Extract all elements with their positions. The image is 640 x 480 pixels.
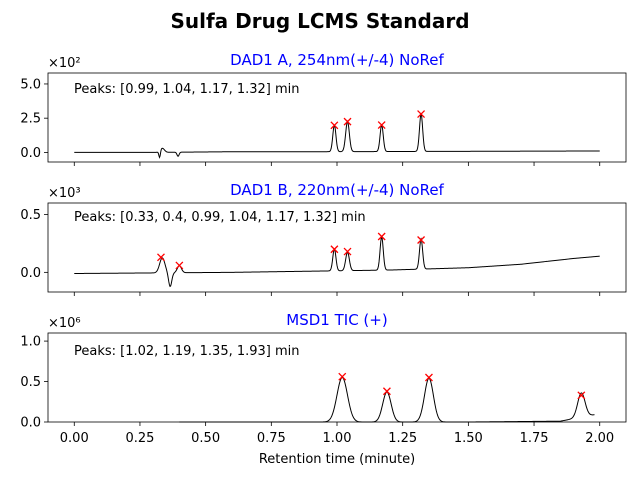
signal-trace — [74, 236, 600, 288]
peak-marker — [343, 247, 352, 256]
figure-title: Sulfa Drug LCMS Standard — [170, 9, 469, 33]
peak-marker — [343, 117, 352, 126]
y-ticks: 0.0 2.5 5.0 — [20, 77, 48, 161]
peak-marker — [377, 232, 386, 241]
y-tick-label: 0.0 — [20, 416, 41, 431]
peak-markers — [157, 232, 426, 270]
y-multiplier: ×10⁶ — [48, 316, 81, 331]
panel-dad1-b: DAD1 B, 220nm(+/-4) NoRef ×10³ Peaks: [0… — [20, 181, 627, 296]
peak-marker — [417, 236, 426, 244]
peaks-annotation: Peaks: [0.33, 0.4, 0.99, 1.04, 1.17, 1.3… — [74, 210, 366, 225]
y-ticks: 0.0 0.5 1.0 — [20, 335, 48, 431]
panel-msd1-tic: MSD1 TIC (+) ×10⁶ Peaks: [1.02, 1.19, 1.… — [20, 311, 627, 446]
y-tick-label: 0.5 — [20, 208, 41, 223]
x-tick-label: 0.25 — [125, 431, 154, 446]
peak-markers — [330, 110, 426, 130]
x-tick-label: 0.75 — [257, 431, 286, 446]
x-tick-label: 0.50 — [191, 431, 220, 446]
peak-marker — [424, 373, 433, 382]
peak-marker — [577, 391, 586, 400]
y-tick-label: 2.5 — [20, 112, 41, 127]
x-tick-label: 1.25 — [388, 431, 417, 446]
peak-marker — [382, 387, 391, 396]
y-multiplier: ×10³ — [48, 186, 81, 201]
y-tick-label: 0.5 — [20, 375, 41, 390]
peaks-annotation: Peaks: [0.99, 1.04, 1.17, 1.32] min — [74, 82, 300, 97]
y-tick-label: 1.0 — [20, 335, 41, 350]
panel-title: DAD1 B, 220nm(+/-4) NoRef — [230, 181, 444, 199]
panel-title: DAD1 A, 254nm(+/-4) NoRef — [230, 51, 444, 69]
y-tick-label: 0.0 — [20, 146, 41, 161]
x-tick-label: 2.00 — [585, 431, 614, 446]
y-tick-label: 5.0 — [20, 77, 41, 92]
y-multiplier: ×10² — [48, 56, 81, 71]
x-ticks — [73, 292, 601, 296]
peak-marker — [417, 110, 426, 119]
x-axis-label: Retention time (minute) — [259, 452, 415, 467]
peak-marker — [330, 121, 339, 130]
signal-trace — [74, 113, 600, 159]
peak-marker — [377, 121, 386, 129]
peak-marker — [175, 261, 184, 270]
peak-marker — [157, 253, 165, 262]
y-tick-label: 0.0 — [20, 266, 41, 281]
x-ticks: 0.00 0.25 0.50 0.75 1.00 1.25 1.50 1.75 2.00 — [60, 422, 614, 446]
signal-trace — [179, 376, 595, 423]
peak-marker — [338, 372, 347, 381]
panel-dad1-a: DAD1 A, 254nm(+/-4) NoRef ×10² Peaks: [0… — [20, 51, 627, 166]
peak-marker — [330, 245, 339, 254]
x-tick-label: 1.50 — [454, 431, 483, 446]
panel-title: MSD1 TIC (+) — [286, 311, 387, 329]
x-tick-label: 1.75 — [520, 431, 549, 446]
peak-markers — [338, 372, 586, 400]
x-tick-label: 1.00 — [323, 431, 352, 446]
x-tick-label: 0.00 — [60, 431, 89, 446]
x-ticks — [73, 162, 601, 166]
peaks-annotation: Peaks: [1.02, 1.19, 1.35, 1.93] min — [74, 344, 300, 359]
y-ticks: 0.0 0.5 — [20, 208, 48, 281]
